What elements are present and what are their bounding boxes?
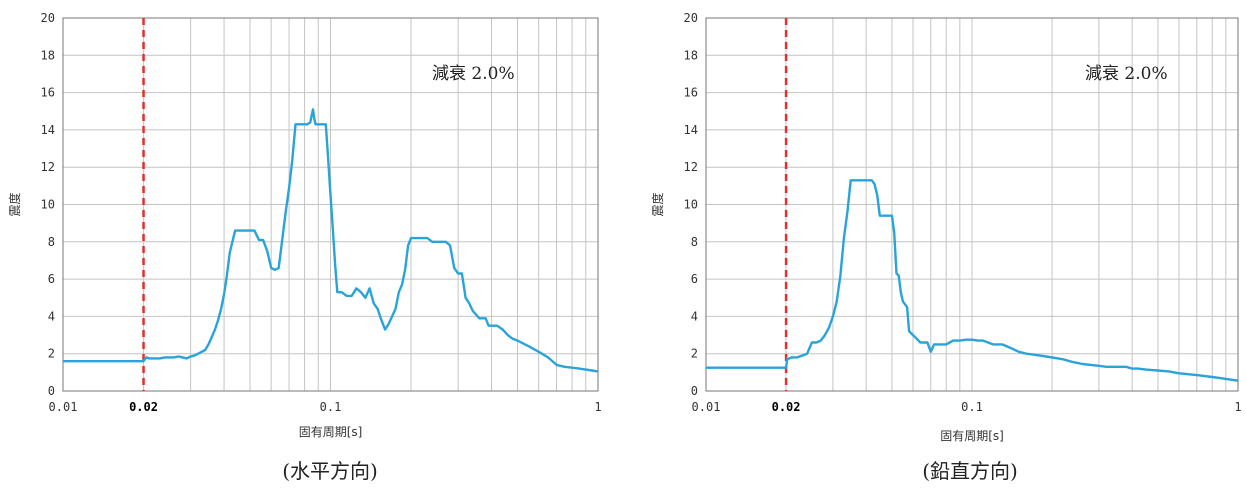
y-tick-label: 20 [41,11,55,25]
y-tick-label: 6 [691,272,698,286]
damping-annotation: 減衰 2.0% [432,64,515,84]
chart-caption: (鉛直方向) [922,459,1018,483]
x-tick-label: 0.02 [772,400,801,414]
x-axis-label: 固有周期[s] [940,429,1004,443]
y-tick-label: 14 [41,123,55,137]
y-axis-label: 震度 [650,192,665,216]
y-tick-label: 0 [691,384,698,398]
y-tick-label: 0 [48,384,55,398]
y-axis-label: 震度 [7,192,22,216]
plot-frame [62,17,599,392]
x-tick-label: 1 [594,400,601,414]
x-tick-label: 0.1 [320,400,342,414]
y-tick-label: 12 [684,160,698,174]
x-axis-label: 固有周期[s] [299,425,363,439]
y-tick-label: 12 [41,160,55,174]
x-tick-label: 0.01 [49,400,78,414]
series-line [63,108,599,373]
chart-caption: (水平方向) [282,459,378,483]
y-tick-label: 18 [41,48,55,62]
x-tick-label: 1 [1234,400,1241,414]
series-line [706,179,1239,382]
plot-frame [705,17,1239,392]
y-tick-label: 6 [48,272,55,286]
y-tick-label: 2 [691,347,698,361]
x-tick-label: 0.02 [129,400,158,414]
y-tick-label: 8 [691,235,698,249]
y-tick-label: 20 [684,11,698,25]
y-tick-label: 8 [48,235,55,249]
y-tick-label: 4 [691,309,698,323]
x-tick-label: 0.01 [692,400,721,414]
y-tick-label: 16 [41,86,55,100]
y-tick-label: 16 [684,86,698,100]
damping-annotation: 減衰 2.0% [1085,64,1168,84]
y-tick-label: 2 [48,347,55,361]
y-tick-label: 14 [684,123,698,137]
y-tick-label: 18 [684,48,698,62]
y-tick-label: 10 [684,198,698,212]
y-tick-label: 10 [41,198,55,212]
y-tick-label: 4 [48,309,55,323]
x-tick-label: 0.1 [961,400,983,414]
